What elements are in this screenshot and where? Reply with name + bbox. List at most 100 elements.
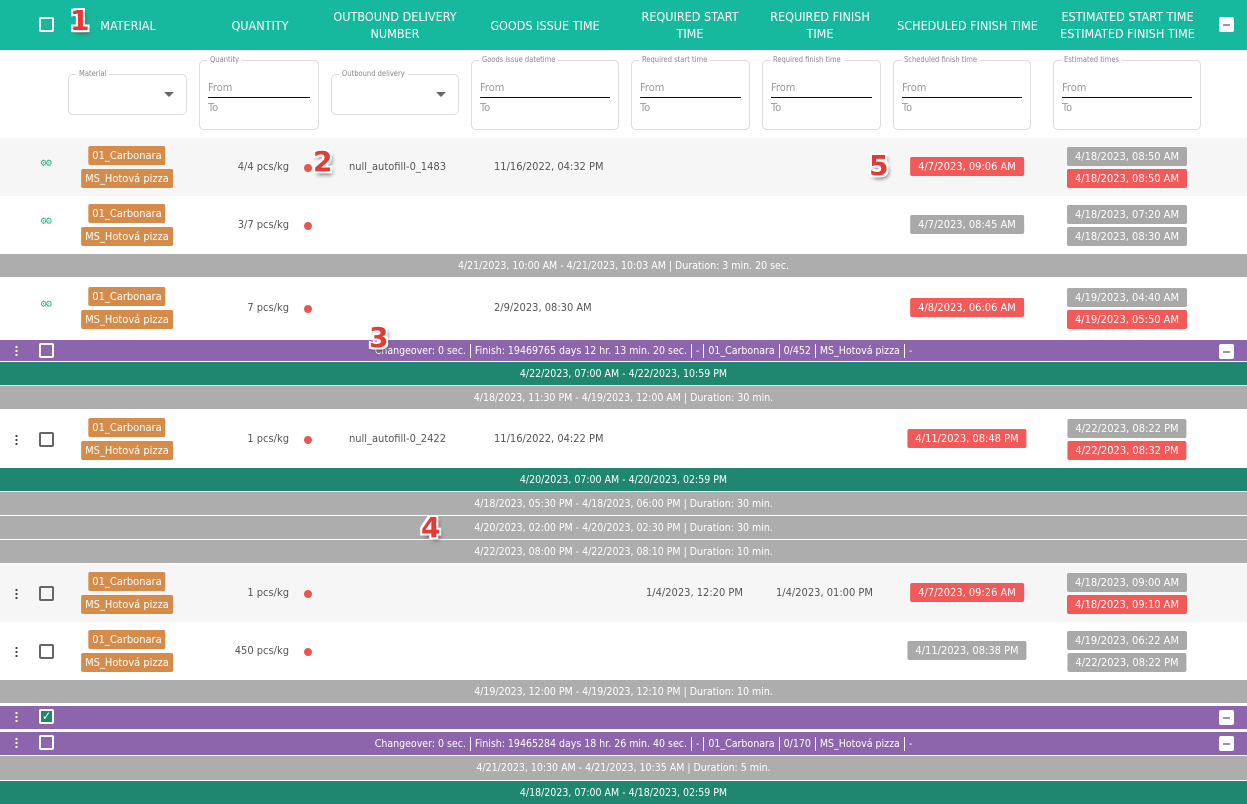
filter-label: Required start time (639, 55, 711, 64)
divider (903, 343, 905, 358)
group-summary-part: - (696, 344, 700, 357)
row-checkbox[interactable] (39, 432, 54, 447)
column-header-quantity[interactable]: QUANTITY (231, 17, 289, 33)
material-tag: MS_Hotová pizza (81, 441, 173, 460)
more-vertical-icon[interactable] (15, 345, 18, 356)
collapse-group-button[interactable] (1219, 710, 1234, 725)
group-summary-part: MS_Hotová pizza (819, 344, 900, 357)
status-dot (304, 590, 312, 598)
group-checkbox[interactable] (39, 343, 54, 358)
estimated-start-badge: 4/19/2023, 06:22 AM (1067, 631, 1187, 650)
quantity-to-input[interactable]: To (208, 101, 219, 114)
table-row[interactable]: ⚙⚙ 01_Carbonara MS_Hotová pizza 3/7 pcs/kg 4… (0, 196, 1247, 254)
break-band: 4/19/2023, 12:00 PM - 4/19/2023, 12:10 P… (0, 680, 1247, 703)
estimated-to-input[interactable]: To (1062, 101, 1073, 114)
column-header-required-start[interactable]: REQUIRED START TIME (641, 9, 739, 41)
collapse-group-button[interactable] (1219, 344, 1234, 359)
table-row[interactable]: ⚙⚙ 01_Carbonara MS_Hotová pizza 7 pcs/kg 2/9… (0, 278, 1247, 338)
material-tag: MS_Hotová pizza (81, 595, 173, 614)
more-vertical-icon[interactable] (15, 434, 18, 445)
break-band: 4/21/2023, 10:30 AM - 4/21/2023, 10:35 A… (0, 756, 1247, 780)
more-vertical-icon[interactable] (15, 646, 18, 657)
group-checkbox[interactable] (39, 735, 54, 750)
annotation-marker: 4 (421, 511, 441, 544)
more-vertical-icon[interactable] (15, 711, 18, 722)
break-text: 4/20/2023, 02:00 PM - 4/20/2023, 02:30 P… (474, 521, 773, 534)
divider (814, 343, 816, 358)
required-finish-from-input[interactable]: From (771, 81, 796, 94)
table-header: MATERIAL QUANTITY OUTBOUND DELIVERY NUMB… (0, 0, 1247, 50)
quantity-value: 450 pcs/kg (234, 644, 289, 657)
collapse-all-button[interactable] (1219, 17, 1234, 32)
break-band: 4/22/2023, 08:00 PM - 4/22/2023, 08:10 P… (0, 540, 1247, 563)
scheduled-finish-to-input[interactable]: To (902, 101, 913, 114)
estimated-from-input[interactable]: From (1062, 81, 1087, 94)
goods-issue-filter[interactable]: Goods issue datetime From To (471, 55, 619, 130)
scheduled-finish-from-input[interactable]: From (902, 81, 927, 94)
row-checkbox[interactable] (39, 586, 54, 601)
material-tag: MS_Hotová pizza (81, 227, 173, 246)
select-all-checkbox[interactable] (39, 17, 54, 32)
scheduled-finish-badge: 4/7/2023, 08:45 AM (910, 215, 1024, 234)
material-tag: MS_Hotová pizza (81, 310, 173, 329)
quantity-filter[interactable]: Quantity From To (199, 55, 319, 130)
group-summary-part: - (908, 737, 913, 750)
more-vertical-icon[interactable] (15, 588, 18, 599)
column-header-material[interactable]: MATERIAL (100, 17, 156, 33)
group-header: Changeover: 0 sec. Finish: 19469765 days … (0, 340, 1247, 361)
shift-band: 4/22/2023, 07:00 AM - 4/22/2023, 10:59 P… (0, 362, 1247, 385)
column-header-goods-issue[interactable]: GOODS ISSUE TIME (490, 17, 600, 33)
required-start-value: 1/4/2023, 12:20 PM (646, 586, 743, 599)
annotation-marker: 3 (369, 321, 389, 354)
break-band: 4/21/2023, 10:00 AM - 4/21/2023, 10:03 A… (0, 254, 1247, 277)
required-start-from-input[interactable]: From (640, 81, 665, 94)
divider (691, 736, 692, 751)
required-finish-to-input[interactable]: To (771, 101, 782, 114)
break-text: 4/19/2023, 12:00 PM - 4/19/2023, 12:10 P… (474, 685, 773, 698)
quantity-from-input[interactable]: From (208, 81, 233, 94)
material-tag: 01_Carbonara (88, 287, 166, 306)
column-header-estimated[interactable]: ESTIMATED START TIME ESTIMATED FINISH TI… (1060, 9, 1195, 41)
estimated-start-badge: 4/22/2023, 08:22 PM (1067, 419, 1187, 438)
estimated-filter[interactable]: Estimated times From To (1053, 55, 1201, 130)
collapse-group-button[interactable] (1219, 736, 1234, 751)
filter-row: Material Quantity From To Outbound deliv… (0, 50, 1247, 138)
column-header-outbound[interactable]: OUTBOUND DELIVERY NUMBER (333, 9, 457, 41)
row-checkbox[interactable] (39, 644, 54, 659)
shift-band: 4/20/2023, 07:00 AM - 4/20/2023, 02:59 P… (0, 468, 1247, 491)
table-row[interactable]: 01_Carbonara MS_Hotová pizza 450 pcs/kg 4/1… (0, 622, 1247, 680)
required-finish-filter[interactable]: Required finish time From To (762, 55, 881, 130)
estimated-finish-badge: 4/18/2023, 08:30 AM (1067, 227, 1187, 246)
required-start-to-input[interactable]: To (640, 101, 651, 114)
estimated-finish-badge: 4/18/2023, 08:50 AM (1067, 169, 1187, 188)
table-row[interactable]: 01_Carbonara MS_Hotová pizza 1 pcs/kg null_… (0, 410, 1247, 468)
filter-label: Estimated times (1061, 55, 1122, 64)
estimated-finish-badge: 4/22/2023, 08:22 PM (1067, 653, 1187, 672)
group-summary-part: 01_Carbonara (708, 737, 775, 750)
group-summary-part: 0/170 (783, 737, 811, 750)
goods-issue-to-input[interactable]: To (480, 101, 491, 114)
required-start-filter[interactable]: Required start time From To (631, 55, 750, 130)
group-summary-part: Changeover: 0 sec. (374, 737, 466, 750)
group-checkbox[interactable]: ✓ (39, 709, 54, 724)
column-header-scheduled-finish[interactable]: SCHEDULED FINISH TIME (897, 17, 1038, 33)
material-tag: MS_Hotová pizza (81, 169, 173, 188)
table-row[interactable]: 01_Carbonara MS_Hotová pizza 1 pcs/kg 1/4/2… (0, 564, 1247, 622)
divider (469, 343, 471, 358)
outbound-delivery-value: null_autofill-0_2422 (349, 432, 446, 445)
estimated-finish-badge: 4/18/2023, 09:10 AM (1067, 595, 1187, 614)
scheduled-finish-filter[interactable]: Scheduled finish time From To (893, 55, 1031, 130)
group-summary-part: - (696, 737, 700, 750)
divider (778, 736, 780, 751)
shift-text: 4/18/2023, 07:00 AM - 4/18/2023, 02:59 P… (519, 786, 728, 799)
table-row[interactable]: ⚙⚙ 01_Carbonara MS_Hotová pizza 4/4 pcs/kg n… (0, 138, 1247, 196)
estimated-start-badge: 4/19/2023, 04:40 AM (1067, 288, 1187, 307)
more-vertical-icon[interactable] (15, 737, 18, 748)
outbound-filter[interactable]: Outbound delivery (331, 69, 459, 115)
goods-issue-from-input[interactable]: From (480, 81, 505, 94)
scheduled-finish-badge: 4/11/2023, 08:38 PM (907, 641, 1027, 660)
status-dot (304, 648, 312, 656)
column-header-required-finish[interactable]: REQUIRED FINISH TIME (770, 9, 870, 41)
annotation-marker: 2 (313, 145, 333, 178)
material-filter[interactable]: Material (68, 69, 187, 115)
